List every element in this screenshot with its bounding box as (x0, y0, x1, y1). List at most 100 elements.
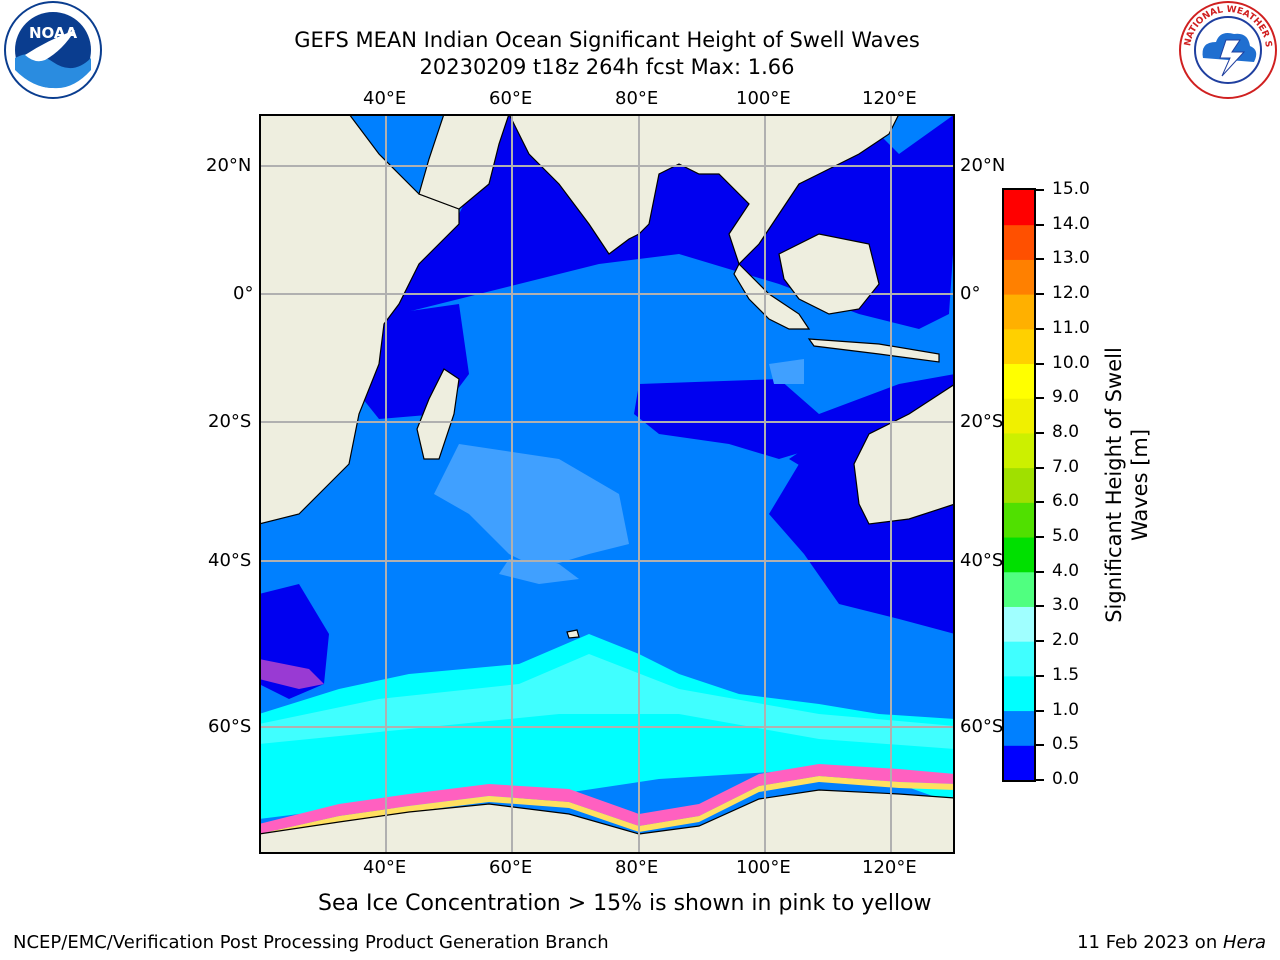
lat-label-left: 40°S (208, 550, 252, 571)
colorbar-tick (1036, 501, 1044, 504)
map-subtitle: 20230209 t18z 264h fcst Max: 1.66 (419, 55, 795, 79)
lon-label-top: 120°E (862, 88, 917, 109)
colorbar-tick-label: 10.0 (1052, 352, 1090, 373)
sea-ice-fringe (259, 764, 955, 834)
arabia (418, 114, 510, 210)
sea-ice-note: Sea Ice Concentration > 15% is shown in … (318, 891, 932, 916)
lon-label-bottom: 100°E (736, 857, 791, 878)
lon-label-bottom: 120°E (862, 857, 917, 878)
colorbar-swatch (1004, 467, 1034, 503)
colorbar-tick-label: 9.0 (1052, 387, 1080, 408)
lon-label-top: 60°E (489, 88, 533, 109)
map-panel (259, 114, 955, 854)
colorbar-title: Significant Height of Swell Waves [m] (1101, 347, 1153, 623)
colorbar (1002, 188, 1036, 782)
colorbar-swatch (1004, 502, 1034, 538)
svg-text:NOAA: NOAA (29, 24, 78, 42)
colorbar-swatch (1004, 259, 1034, 295)
colorbar-tick-label: 8.0 (1052, 421, 1080, 442)
colorbar-tick-label: 12.0 (1052, 283, 1090, 304)
colorbar-tick (1036, 189, 1044, 191)
colorbar-tick (1036, 223, 1044, 226)
colorbar-title-line2: Waves [m] (1128, 428, 1152, 542)
lon-label-top: 40°E (363, 88, 407, 109)
map-title: GEFS MEAN Indian Ocean Significant Heigh… (294, 28, 920, 52)
colorbar-swatch (1004, 745, 1034, 781)
madagascar (416, 368, 460, 460)
colorbar-tick-label: 4.0 (1052, 560, 1080, 581)
colorbar-tick (1036, 258, 1044, 261)
high-swell-core (259, 654, 955, 749)
lat-label-right: 0° (960, 283, 981, 304)
footer-host: Hera (1222, 932, 1266, 953)
lon-label-top: 80°E (615, 88, 659, 109)
colorbar-swatch (1004, 571, 1034, 607)
lat-label-left: 20°S (208, 411, 252, 432)
kerguelen (566, 629, 580, 639)
colorbar-swatch (1004, 641, 1034, 677)
colorbar-tick (1036, 779, 1044, 781)
colorbar-tick (1036, 397, 1044, 400)
lat-label-left: 60°S (208, 716, 252, 737)
colorbar-tick-label: 7.0 (1052, 456, 1080, 477)
lat-label-left: 0° (233, 283, 254, 304)
lat-label-right: 60°S (960, 716, 1004, 737)
colorbar-tick (1036, 362, 1044, 365)
lon-label-bottom: 40°E (363, 857, 407, 878)
colorbar-swatch (1004, 537, 1034, 573)
colorbar-swatch (1004, 710, 1034, 746)
lon-label-bottom: 60°E (489, 857, 533, 878)
java (807, 338, 940, 363)
colorbar-frame (1002, 188, 1036, 782)
footer-branch: NCEP/EMC/Verification Post Processing Pr… (13, 932, 609, 953)
colorbar-tick-label: 0.5 (1052, 734, 1080, 755)
australia (853, 383, 955, 525)
colorbar-tick (1036, 293, 1044, 296)
colorbar-swatch (1004, 363, 1034, 399)
colorbar-tick-label: 3.0 (1052, 595, 1080, 616)
lon-label-bottom: 80°E (615, 857, 659, 878)
colorbar-swatch (1004, 190, 1034, 226)
lat-label-right: 20°S (960, 411, 1004, 432)
colorbar-tick (1036, 466, 1044, 469)
nws-logo: NATIONAL WEATHER SERVICE (1175, 0, 1278, 100)
colorbar-tick-label: 11.0 (1052, 317, 1090, 338)
sea-ice-patch (259, 659, 324, 689)
lon-label-top: 100°E (736, 88, 791, 109)
lat-label-left: 20°N (206, 155, 252, 176)
mid-swell-patches (434, 359, 804, 584)
sumatra (733, 262, 811, 330)
southeast-asia (638, 114, 900, 266)
colorbar-tick-label: 5.0 (1052, 526, 1080, 547)
noaa-logo: NOAA (3, 0, 103, 100)
colorbar-swatch (1004, 606, 1034, 642)
colorbar-tick-label: 15.0 (1052, 179, 1090, 199)
colorbar-swatch (1004, 224, 1034, 260)
colorbar-tick (1036, 640, 1044, 643)
colorbar-swatch (1004, 432, 1034, 469)
colorbar-tick (1036, 327, 1044, 330)
colorbar-tick (1036, 570, 1044, 573)
colorbar-tick (1036, 674, 1044, 677)
graticule (259, 114, 955, 854)
colorbar-tick (1036, 605, 1044, 608)
antarctica (259, 789, 955, 854)
footer-date: 11 Feb 2023 on Hera (1077, 932, 1266, 953)
colorbar-tick (1036, 431, 1044, 434)
colorbar-tick-label: 6.0 (1052, 491, 1080, 512)
colorbar-tick-label: 0.0 (1052, 769, 1080, 789)
colorbar-swatch (1004, 328, 1034, 365)
colorbar-swatch (1004, 398, 1034, 434)
colorbar-tick-label: 13.0 (1052, 248, 1090, 269)
colorbar-tick-label: 2.0 (1052, 630, 1080, 651)
lat-label-right: 40°S (960, 550, 1004, 571)
colorbar-tick (1036, 744, 1044, 747)
sea-ice-inner (259, 776, 955, 840)
colorbar-swatch (1004, 294, 1034, 330)
colorbar-tick (1036, 536, 1044, 539)
lat-label-right: 20°N (960, 155, 1006, 176)
colorbar-tick-label: 1.5 (1052, 664, 1080, 685)
colorbar-tick (1036, 709, 1044, 712)
footer-date-text: 11 Feb 2023 on (1077, 932, 1223, 953)
colorbar-swatch (1004, 675, 1034, 712)
